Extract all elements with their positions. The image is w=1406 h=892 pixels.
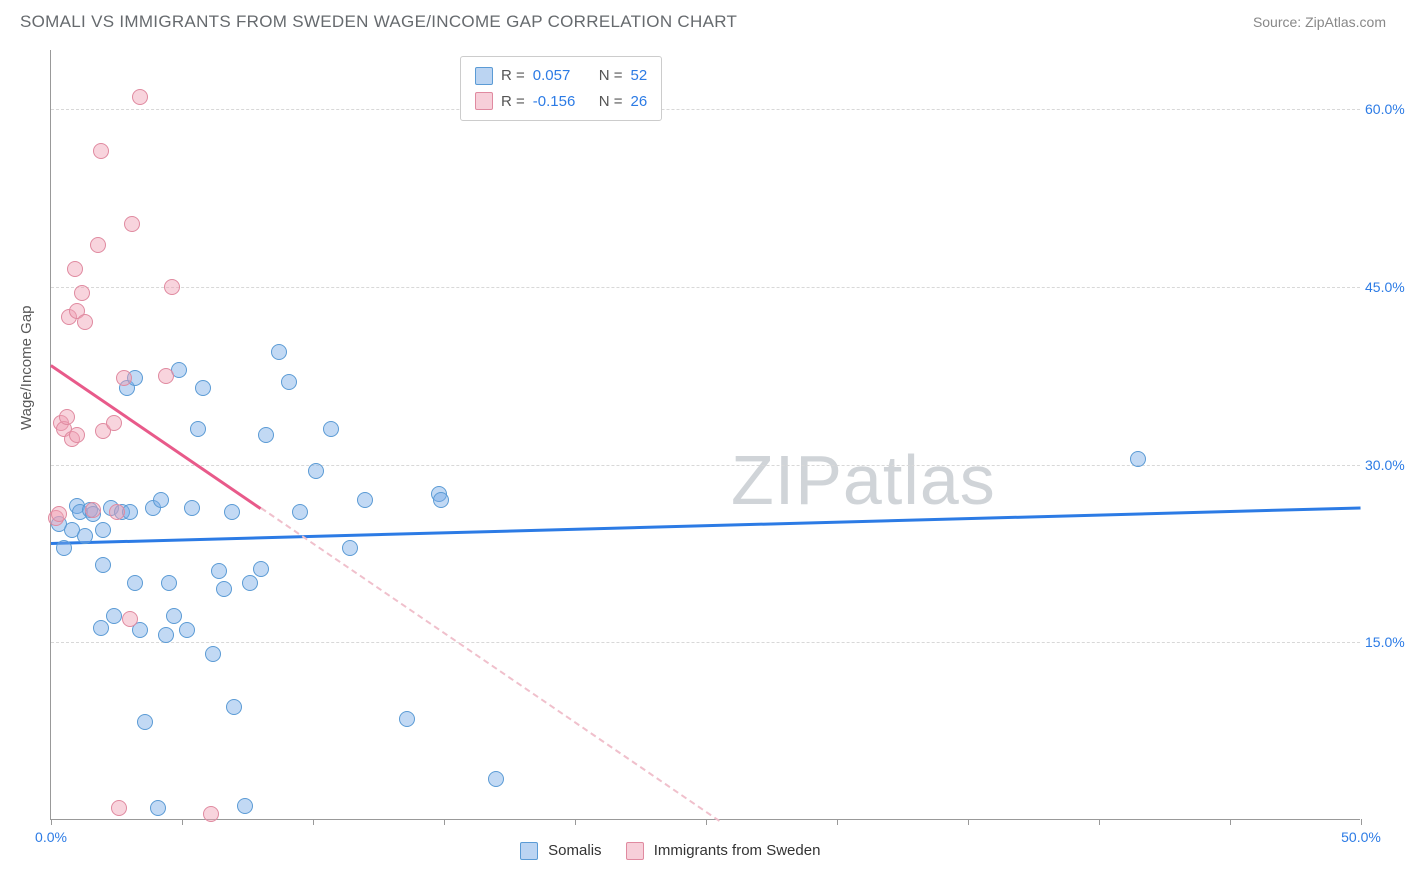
data-point bbox=[281, 374, 297, 390]
swatch-pink-icon bbox=[626, 842, 644, 860]
x-tick bbox=[575, 819, 576, 825]
data-point bbox=[93, 620, 109, 636]
data-point bbox=[85, 502, 101, 518]
data-point bbox=[323, 421, 339, 437]
data-point bbox=[205, 646, 221, 662]
data-point bbox=[253, 561, 269, 577]
chart-header: SOMALI VS IMMIGRANTS FROM SWEDEN WAGE/IN… bbox=[0, 0, 1406, 32]
data-point bbox=[51, 506, 67, 522]
data-point bbox=[242, 575, 258, 591]
data-point bbox=[106, 415, 122, 431]
trend-line bbox=[51, 506, 1361, 544]
data-point bbox=[116, 370, 132, 386]
series-legend: Somalis Immigrants from Sweden bbox=[520, 842, 820, 860]
data-point bbox=[226, 699, 242, 715]
data-point bbox=[166, 608, 182, 624]
data-point bbox=[122, 611, 138, 627]
data-point bbox=[56, 540, 72, 556]
y-tick-label: 15.0% bbox=[1365, 634, 1406, 650]
gridline bbox=[51, 287, 1360, 288]
data-point bbox=[184, 500, 200, 516]
data-point bbox=[292, 504, 308, 520]
data-point bbox=[109, 504, 125, 520]
data-point bbox=[164, 279, 180, 295]
gridline bbox=[51, 642, 1360, 643]
data-point bbox=[90, 237, 106, 253]
legend-row-somalis: R = 0.057 N = 52 bbox=[475, 63, 647, 89]
x-tick-label: 50.0% bbox=[1341, 829, 1381, 845]
data-point bbox=[258, 427, 274, 443]
data-point bbox=[195, 380, 211, 396]
data-point bbox=[211, 563, 227, 579]
gridline bbox=[51, 109, 1360, 110]
correlation-legend: R = 0.057 N = 52 R = -0.156 N = 26 bbox=[460, 56, 662, 121]
y-axis-label: Wage/Income Gap bbox=[18, 305, 35, 430]
y-tick-label: 60.0% bbox=[1365, 101, 1406, 117]
x-tick bbox=[1099, 819, 1100, 825]
data-point bbox=[93, 143, 109, 159]
data-point bbox=[69, 427, 85, 443]
data-point bbox=[271, 344, 287, 360]
data-point bbox=[179, 622, 195, 638]
data-point bbox=[357, 492, 373, 508]
data-point bbox=[153, 492, 169, 508]
swatch-blue bbox=[475, 67, 493, 85]
data-point bbox=[137, 714, 153, 730]
data-point bbox=[224, 504, 240, 520]
data-point bbox=[59, 409, 75, 425]
data-point bbox=[399, 711, 415, 727]
data-point bbox=[74, 285, 90, 301]
legend-row-sweden: R = -0.156 N = 26 bbox=[475, 89, 647, 115]
x-tick bbox=[51, 819, 52, 825]
watermark: ZIPatlas bbox=[731, 440, 996, 520]
data-point bbox=[1130, 451, 1146, 467]
gridline bbox=[51, 465, 1360, 466]
x-tick bbox=[313, 819, 314, 825]
x-tick bbox=[1361, 819, 1362, 825]
data-point bbox=[190, 421, 206, 437]
data-point bbox=[216, 581, 232, 597]
data-point bbox=[150, 800, 166, 816]
data-point bbox=[106, 608, 122, 624]
x-tick-label: 0.0% bbox=[35, 829, 67, 845]
data-point bbox=[161, 575, 177, 591]
data-point bbox=[95, 557, 111, 573]
data-point bbox=[77, 314, 93, 330]
data-point bbox=[77, 528, 93, 544]
data-point bbox=[488, 771, 504, 787]
data-point bbox=[158, 368, 174, 384]
data-point bbox=[111, 800, 127, 816]
x-tick bbox=[706, 819, 707, 825]
data-point bbox=[95, 522, 111, 538]
x-tick bbox=[182, 819, 183, 825]
swatch-blue-icon bbox=[520, 842, 538, 860]
legend-item-somalis: Somalis bbox=[520, 842, 602, 860]
y-tick-label: 45.0% bbox=[1365, 279, 1406, 295]
data-point bbox=[433, 492, 449, 508]
x-tick bbox=[1230, 819, 1231, 825]
swatch-pink bbox=[475, 92, 493, 110]
x-tick bbox=[968, 819, 969, 825]
legend-item-sweden: Immigrants from Sweden bbox=[626, 842, 821, 860]
data-point bbox=[124, 216, 140, 232]
x-tick bbox=[837, 819, 838, 825]
data-point bbox=[203, 806, 219, 822]
data-point bbox=[127, 575, 143, 591]
data-point bbox=[308, 463, 324, 479]
data-point bbox=[67, 261, 83, 277]
x-tick bbox=[444, 819, 445, 825]
data-point bbox=[342, 540, 358, 556]
data-point bbox=[237, 798, 253, 814]
data-point bbox=[132, 89, 148, 105]
scatter-chart: ZIPatlas 15.0%30.0%45.0%60.0%0.0%50.0% bbox=[50, 50, 1360, 820]
data-point bbox=[158, 627, 174, 643]
y-tick-label: 30.0% bbox=[1365, 457, 1406, 473]
chart-title: SOMALI VS IMMIGRANTS FROM SWEDEN WAGE/IN… bbox=[20, 12, 737, 32]
source-label: Source: ZipAtlas.com bbox=[1253, 14, 1386, 30]
